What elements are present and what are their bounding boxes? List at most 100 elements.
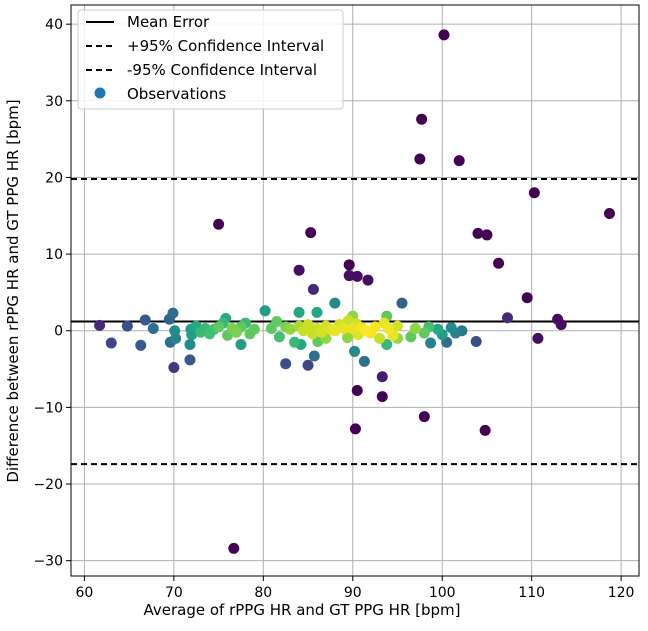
observation-point bbox=[135, 339, 147, 351]
observation-point bbox=[470, 335, 482, 347]
observation-point bbox=[311, 306, 323, 318]
observation-point bbox=[213, 321, 225, 333]
legend: Mean Error +95% Confidence Interval -95%… bbox=[77, 9, 344, 110]
observation-point bbox=[184, 354, 196, 366]
observation-point bbox=[280, 358, 292, 370]
observation-point bbox=[121, 320, 133, 332]
x-axis-ticks: 60 70 80 90 100 110 120 bbox=[76, 576, 635, 601]
plot-frame bbox=[70, 4, 640, 577]
observation-point bbox=[302, 319, 314, 331]
observation-point bbox=[472, 227, 484, 239]
observation-point bbox=[289, 336, 301, 348]
observation-point bbox=[228, 542, 240, 554]
observation-point bbox=[432, 323, 444, 335]
legend-mean-label: Mean Error bbox=[127, 13, 210, 31]
observation-point bbox=[376, 371, 388, 383]
observation-point bbox=[418, 327, 430, 339]
observation-point bbox=[169, 325, 181, 337]
observation-point bbox=[405, 331, 417, 343]
observation-point bbox=[271, 316, 283, 328]
observation-point bbox=[94, 319, 106, 331]
observation-point bbox=[521, 292, 533, 304]
observation-point bbox=[308, 350, 320, 362]
observation-point bbox=[259, 305, 271, 317]
y-tick-label: 30 bbox=[45, 94, 63, 110]
observation-point bbox=[168, 362, 180, 374]
observation-point bbox=[438, 29, 450, 41]
observation-point bbox=[341, 332, 353, 344]
grid-lines bbox=[71, 5, 639, 576]
observation-point bbox=[493, 257, 505, 269]
legend-lower-label: -95% Confidence Interval bbox=[127, 61, 317, 79]
legend-observations-marker bbox=[94, 87, 106, 99]
observation-point bbox=[381, 339, 393, 351]
legend-observations-label: Observations bbox=[127, 85, 226, 103]
observation-point bbox=[369, 321, 381, 333]
observation-point bbox=[273, 331, 285, 343]
x-tick-label: 100 bbox=[429, 585, 456, 601]
observation-point bbox=[343, 259, 355, 271]
observation-point bbox=[338, 322, 350, 334]
observation-point bbox=[139, 314, 151, 326]
y-tick-label: −20 bbox=[33, 477, 63, 493]
observation-point bbox=[305, 227, 317, 239]
y-axis-label: Difference between rPPG HR and GT PPG HR… bbox=[4, 99, 22, 482]
observation-point bbox=[603, 207, 615, 219]
observation-point bbox=[307, 283, 319, 295]
observation-point bbox=[445, 322, 457, 334]
data-points bbox=[94, 29, 615, 554]
observation-point bbox=[343, 270, 355, 282]
observation-point bbox=[376, 391, 388, 403]
observation-point bbox=[362, 274, 374, 286]
observation-point bbox=[479, 424, 491, 436]
observation-point bbox=[248, 323, 260, 335]
x-tick-label: 60 bbox=[76, 585, 94, 601]
observation-point bbox=[532, 332, 544, 344]
observation-point bbox=[481, 229, 493, 241]
observation-point bbox=[414, 153, 426, 165]
observation-point bbox=[213, 218, 225, 230]
observation-point bbox=[453, 155, 465, 167]
y-tick-label: −10 bbox=[33, 400, 63, 416]
x-tick-label: 90 bbox=[344, 585, 362, 601]
observation-point bbox=[105, 337, 117, 349]
observation-point bbox=[351, 385, 363, 397]
observation-point bbox=[409, 322, 421, 334]
observation-point bbox=[186, 329, 198, 341]
x-tick-label: 120 bbox=[608, 585, 635, 601]
y-tick-label: 20 bbox=[45, 170, 63, 186]
observation-point bbox=[329, 325, 341, 337]
observation-point bbox=[329, 297, 341, 309]
y-tick-label: −30 bbox=[33, 554, 63, 570]
observation-point bbox=[302, 359, 314, 371]
observation-point bbox=[396, 297, 408, 309]
x-axis-label: Average of rPPG HR and GT PPG HR [bpm] bbox=[143, 601, 460, 619]
observation-point bbox=[528, 187, 540, 199]
observation-point bbox=[293, 264, 305, 276]
observation-point bbox=[167, 307, 179, 319]
x-tick-label: 80 bbox=[254, 585, 272, 601]
observation-point bbox=[555, 319, 567, 331]
observation-point bbox=[284, 323, 296, 335]
observation-point bbox=[502, 312, 514, 324]
legend-box bbox=[77, 9, 344, 110]
x-tick-label: 110 bbox=[518, 585, 545, 601]
observation-point bbox=[374, 332, 386, 344]
observation-point bbox=[358, 355, 370, 367]
observation-point bbox=[293, 306, 305, 318]
observation-point bbox=[349, 423, 361, 435]
observation-point bbox=[349, 345, 361, 357]
y-axis-ticks: −30 −20 −10 0 10 20 30 40 bbox=[33, 17, 71, 570]
x-tick-label: 70 bbox=[165, 585, 183, 601]
observation-point bbox=[147, 322, 159, 334]
observation-point bbox=[351, 270, 363, 282]
observation-point bbox=[425, 337, 437, 349]
observation-point bbox=[418, 411, 430, 423]
observation-point bbox=[360, 325, 372, 337]
observation-point bbox=[347, 322, 359, 334]
y-tick-label: 40 bbox=[45, 17, 63, 33]
observation-point bbox=[416, 113, 428, 125]
y-tick-label: 0 bbox=[54, 324, 63, 340]
y-tick-label: 10 bbox=[45, 247, 63, 263]
